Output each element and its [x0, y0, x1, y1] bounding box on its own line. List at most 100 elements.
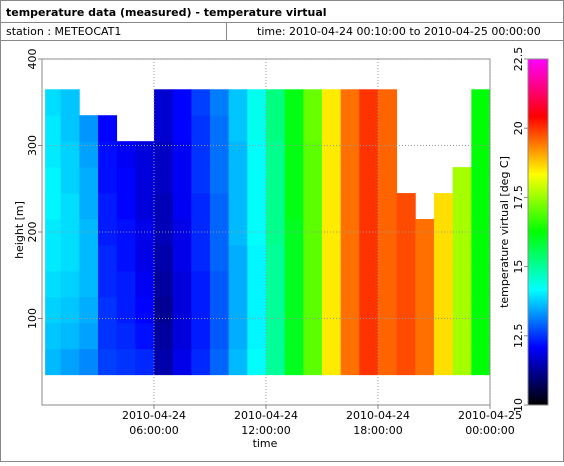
heat-cell — [247, 193, 267, 220]
heat-cell — [191, 193, 211, 220]
heat-cell — [135, 167, 155, 194]
heat-cell — [359, 296, 379, 324]
heat-cell — [210, 244, 230, 272]
heat-cell — [378, 193, 398, 220]
colorbar-tick-label: 12.5 — [512, 324, 525, 349]
heat-cell — [247, 141, 267, 168]
title: temperature data (measured) - temperatur… — [6, 6, 327, 19]
heat-cell — [452, 322, 472, 350]
heat-cell — [266, 141, 286, 168]
heat-cell — [172, 322, 192, 350]
heat-cell — [359, 219, 379, 246]
heat-cell — [98, 115, 118, 142]
heat-cell — [471, 244, 491, 272]
heat-cell — [322, 167, 342, 194]
heat-cell — [284, 141, 304, 168]
heat-cell — [172, 89, 192, 116]
heat-cell — [359, 167, 379, 194]
heat-cell — [284, 167, 304, 194]
colorbar-tick-label: 10 — [512, 398, 525, 412]
heat-cell — [340, 219, 360, 246]
heat-cell — [284, 89, 304, 116]
heat-cell — [266, 322, 286, 350]
heat-cell — [378, 141, 398, 168]
heat-cell — [452, 296, 472, 324]
heat-cell — [266, 193, 286, 220]
heat-cell — [135, 348, 155, 376]
colorbar-tick-label: 15 — [512, 260, 525, 274]
heat-cell — [340, 167, 360, 194]
heat-cell — [172, 167, 192, 194]
heat-cell — [45, 348, 62, 376]
heat-cell — [210, 322, 230, 350]
colorbar-tick-label: 22.5 — [512, 47, 525, 72]
heat-cell — [154, 322, 174, 350]
heat-cell — [228, 89, 248, 116]
heat-cell — [60, 115, 80, 142]
heat-cell — [415, 322, 435, 350]
heat-cell — [228, 296, 248, 324]
heat-cell — [378, 270, 398, 298]
heat-cell — [378, 322, 398, 350]
heat-cell — [210, 167, 230, 194]
heat-cell — [378, 244, 398, 272]
colorbar-tick-label: 20 — [512, 121, 525, 135]
heat-cell — [434, 348, 454, 376]
heat-cell — [303, 167, 323, 194]
heat-cell — [210, 89, 230, 116]
y-tick-label: 200 — [26, 222, 39, 243]
heat-cell — [191, 89, 211, 116]
heat-cell — [45, 89, 62, 116]
heat-cell — [284, 244, 304, 272]
heat-cell — [322, 141, 342, 168]
heat-cell — [60, 322, 80, 350]
heat-cell — [172, 219, 192, 246]
heat-cell — [322, 219, 342, 246]
heat-cell — [98, 244, 118, 272]
heat-cell — [340, 322, 360, 350]
heat-cell — [79, 270, 99, 298]
heat-cell — [378, 167, 398, 194]
heat-cell — [135, 141, 155, 168]
heat-cell — [247, 219, 267, 246]
heat-cell — [303, 193, 323, 220]
heat-cell — [303, 348, 323, 376]
heat-cell — [135, 244, 155, 272]
heat-cell — [60, 219, 80, 246]
heat-cell — [340, 115, 360, 142]
x-tick-label: 2010-04-25 00:00:00 — [458, 409, 522, 437]
heat-cell — [135, 296, 155, 324]
heat-cell — [322, 244, 342, 272]
heat-cell — [191, 270, 211, 298]
heat-cell — [191, 296, 211, 324]
heat-cell — [284, 270, 304, 298]
heat-cell — [396, 219, 416, 246]
heat-cell — [154, 244, 174, 272]
heat-cell — [434, 193, 454, 220]
heat-cell — [45, 193, 62, 220]
heat-cell — [322, 193, 342, 220]
heat-cell — [434, 322, 454, 350]
heat-cell — [228, 167, 248, 194]
heat-cell — [378, 89, 398, 116]
heat-cell — [60, 348, 80, 376]
heat-cell — [322, 115, 342, 142]
heat-cell — [191, 244, 211, 272]
heat-cell — [452, 167, 472, 194]
heat-cell — [116, 322, 136, 350]
heat-cell — [172, 141, 192, 168]
heat-cell — [98, 270, 118, 298]
heat-cell — [79, 244, 99, 272]
heat-cell — [284, 322, 304, 350]
x-tick-label: 2010-04-24 18:00:00 — [346, 409, 410, 437]
colorbar — [527, 58, 549, 406]
x-tick-label: 2010-04-24 06:00:00 — [122, 409, 186, 437]
x-tick-label: 2010-04-24 12:00:00 — [234, 409, 298, 437]
heat-cell — [247, 89, 267, 116]
heat-cell — [210, 348, 230, 376]
heat-cell — [135, 270, 155, 298]
heat-cell — [210, 193, 230, 220]
heat-cell — [359, 270, 379, 298]
heat-cell — [452, 244, 472, 272]
heat-cell — [45, 244, 62, 272]
